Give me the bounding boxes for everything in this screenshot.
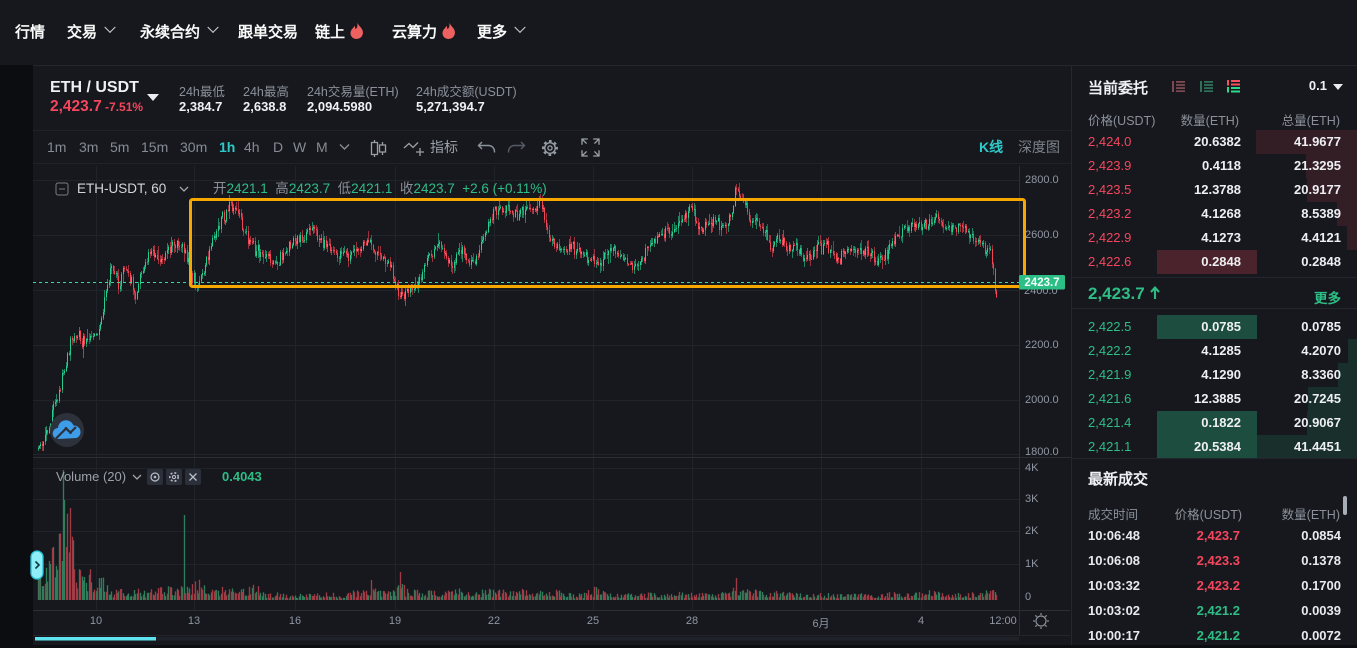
svg-text:2423.7: 2423.7 (1024, 277, 1059, 289)
